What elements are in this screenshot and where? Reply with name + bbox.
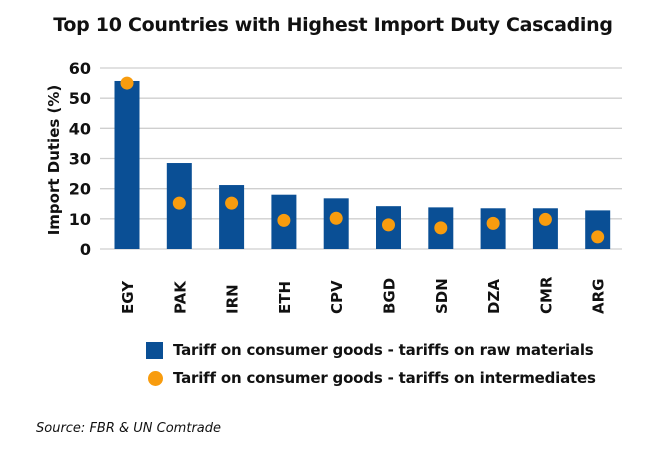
y-tick-label: 20 <box>69 180 91 199</box>
bar-series <box>114 80 611 249</box>
dot-dza <box>486 216 500 230</box>
dot-eth <box>277 213 291 227</box>
dot-bgd <box>382 218 395 232</box>
bar-irn <box>219 185 245 249</box>
dot-irn <box>225 196 239 210</box>
dot-cmr <box>538 212 552 226</box>
chart-plot: 0 10 20 30 40 50 60 Import Duties (%) EGY PAK IR… <box>45 59 622 314</box>
dot-egy <box>120 76 134 90</box>
x-tick-label: EGY <box>119 280 137 314</box>
x-tick-label: PAK <box>171 280 189 314</box>
x-tick-label: ARG <box>590 279 608 314</box>
dot-pak <box>172 196 186 210</box>
y-tick-label: 10 <box>69 210 91 229</box>
x-tick-label: BGD <box>381 278 399 314</box>
legend-swatch-square <box>146 341 163 359</box>
x-tick-label: ETH <box>276 281 294 314</box>
dot-series <box>120 76 605 244</box>
y-tick-label: 30 <box>69 150 91 169</box>
dot-arg <box>591 230 605 244</box>
x-tick-label: DZA <box>485 279 503 314</box>
legend-swatch-dot <box>148 370 163 386</box>
source-note: Source: FBR & UN Comtrade <box>36 421 222 436</box>
y-tick-label: 0 <box>80 240 91 259</box>
x-tick-label: CMR <box>537 276 555 314</box>
bar-egy <box>114 80 140 249</box>
x-tick-label: SDN <box>433 278 451 314</box>
legend: Tariff on consumer goods - tariffs on ra… <box>146 336 596 392</box>
legend-label: Tariff on consumer goods - tariffs on in… <box>173 369 596 387</box>
x-axis-ticks: EGY PAK IRN ETH CPV BGD SDN DZA CMR ARG <box>119 276 608 314</box>
chart-title: Top 10 Countries with Highest Import Dut… <box>53 14 613 36</box>
y-tick-label: 50 <box>69 89 91 108</box>
y-tick-label: 60 <box>69 59 91 78</box>
y-axis-label: Import Duties (%) <box>45 85 63 236</box>
dot-cpv <box>329 211 343 225</box>
y-tick-label: 40 <box>69 119 91 138</box>
dot-sdn <box>434 221 448 235</box>
legend-item-intermediates: Tariff on consumer goods - tariffs on in… <box>146 364 596 392</box>
x-tick-label: CPV <box>328 280 346 314</box>
legend-item-raw-materials: Tariff on consumer goods - tariffs on ra… <box>146 336 596 364</box>
y-axis-ticks: 0 10 20 30 40 50 60 <box>69 59 91 259</box>
x-tick-label: IRN <box>224 284 242 314</box>
legend-label: Tariff on consumer goods - tariffs on ra… <box>173 341 594 359</box>
